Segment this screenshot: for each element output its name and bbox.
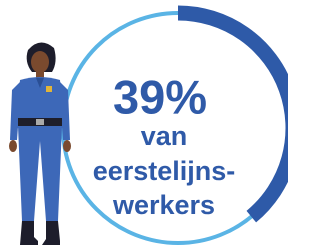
infographic: 39% van eerstelijns-werkers bbox=[0, 0, 288, 247]
caption-line: eerstelijns- bbox=[93, 156, 236, 186]
value-label: 39% bbox=[113, 70, 207, 123]
caption-line: van bbox=[141, 121, 188, 151]
officer-illustration bbox=[9, 42, 71, 245]
caption-line: werkers bbox=[112, 190, 215, 220]
